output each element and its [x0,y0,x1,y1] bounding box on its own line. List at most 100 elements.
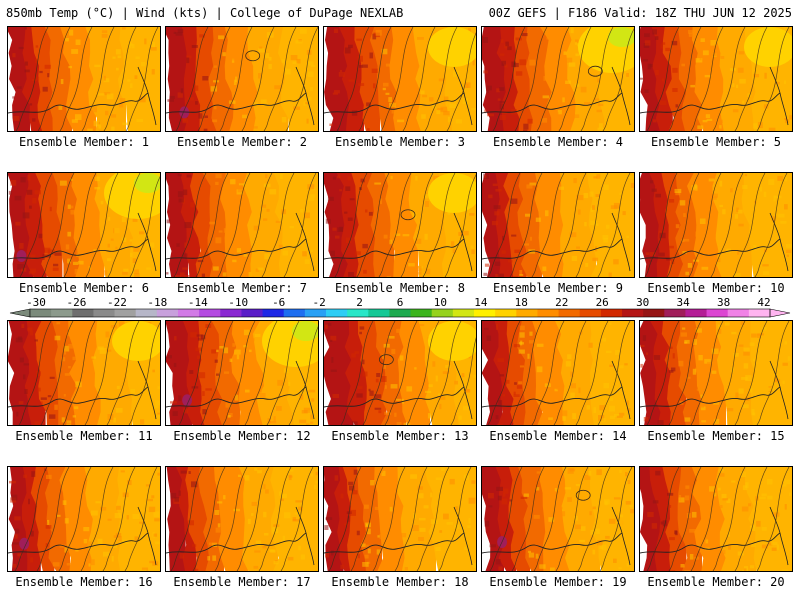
field-speckle [580,86,587,93]
field-speckle [310,473,313,477]
height-contour [236,467,270,571]
field-speckle [265,174,268,179]
east-coastline [137,506,157,566]
field-speckle [705,539,709,544]
east-coastline [295,212,315,272]
field-speckle [327,196,334,201]
field-speckle [427,413,431,419]
ensemble-map-12 [165,320,319,426]
field-speckle [711,370,717,374]
height-contour [492,27,526,131]
field-speckle [134,75,138,79]
field-speckle [182,267,189,270]
field-speckle [567,497,572,502]
field-speckle [692,259,699,262]
field-speckle [418,537,424,541]
field-speckle [472,563,476,567]
field-speckle [275,220,281,223]
field-speckle [640,344,645,347]
colorbar-swatch [474,309,496,317]
field-speckle [211,349,217,354]
field-speckle [425,201,429,207]
field-speckle [8,190,12,195]
field-speckle [117,55,122,59]
field-speckle [121,217,126,223]
field-speckle [626,400,629,406]
colorbar-tick-label: -26 [66,298,86,309]
field-speckle [554,388,558,392]
field-speckle [382,365,386,369]
height-contour [734,467,768,571]
field-speckle [19,357,24,363]
field-speckle [515,37,522,41]
ensemble-member-label: Ensemble Member: 6 [18,281,150,295]
field-speckle [747,93,751,97]
field-speckle [20,177,26,183]
field-speckle [627,408,631,412]
field-speckle [560,511,566,517]
ensemble-member-label: Ensemble Member: 17 [173,575,311,589]
field-speckle [155,541,160,545]
height-contour [40,321,74,425]
field-speckle [195,101,198,105]
field-speckle [19,243,24,249]
field-speckle [649,259,652,263]
field-speckle [157,414,160,420]
field-speckle [698,355,703,361]
field-speckle [347,516,350,522]
field-speckle [408,401,415,407]
field-speckle [529,59,536,66]
field-speckle [238,474,242,477]
field-speckle [46,519,50,525]
field-speckle [274,85,281,90]
field-speckle [417,486,423,490]
field-speckle [64,547,68,553]
field-speckle [126,515,129,520]
field-speckle [695,58,703,63]
field-speckle [603,383,609,389]
field-speckle [767,479,773,485]
field-speckle [268,56,272,61]
field-speckle [152,561,159,566]
field-speckle [394,233,401,236]
field-speckle [404,269,408,272]
field-speckle [339,69,343,73]
field-speckle [39,70,43,74]
field-speckle [556,363,561,369]
field-speckle [359,331,362,335]
field-speckle [251,276,255,277]
field-speckle [303,407,311,413]
colorbar-swatch [558,309,581,317]
field-speckle [191,481,198,488]
field-speckle [608,272,612,277]
field-speckle [352,276,358,277]
field-speckle [184,222,192,229]
field-speckle [496,324,499,330]
field-speckle [471,249,475,255]
field-speckle [713,402,720,405]
field-speckle [557,110,562,115]
field-speckle [134,269,140,274]
field-speckle [786,243,792,248]
field-speckle [139,521,144,524]
field-speckle [732,109,739,113]
field-speckle [433,176,441,180]
field-speckle [519,274,524,276]
field-speckle [80,407,87,410]
field-speckle [71,119,78,123]
height-contour [533,467,567,571]
field-speckle [369,390,374,396]
field-speckle [71,49,79,54]
height-contour [103,27,137,131]
field-speckle [103,551,110,557]
field-speckle [135,56,140,60]
field-speckle [536,366,543,373]
height-contour [85,173,119,277]
field-speckle [449,478,455,485]
field-speckle [418,324,425,327]
field-speckle [709,486,716,492]
field-speckle [373,83,376,89]
field-speckle [753,123,758,129]
field-speckle [388,97,392,102]
field-speckle [264,533,269,536]
